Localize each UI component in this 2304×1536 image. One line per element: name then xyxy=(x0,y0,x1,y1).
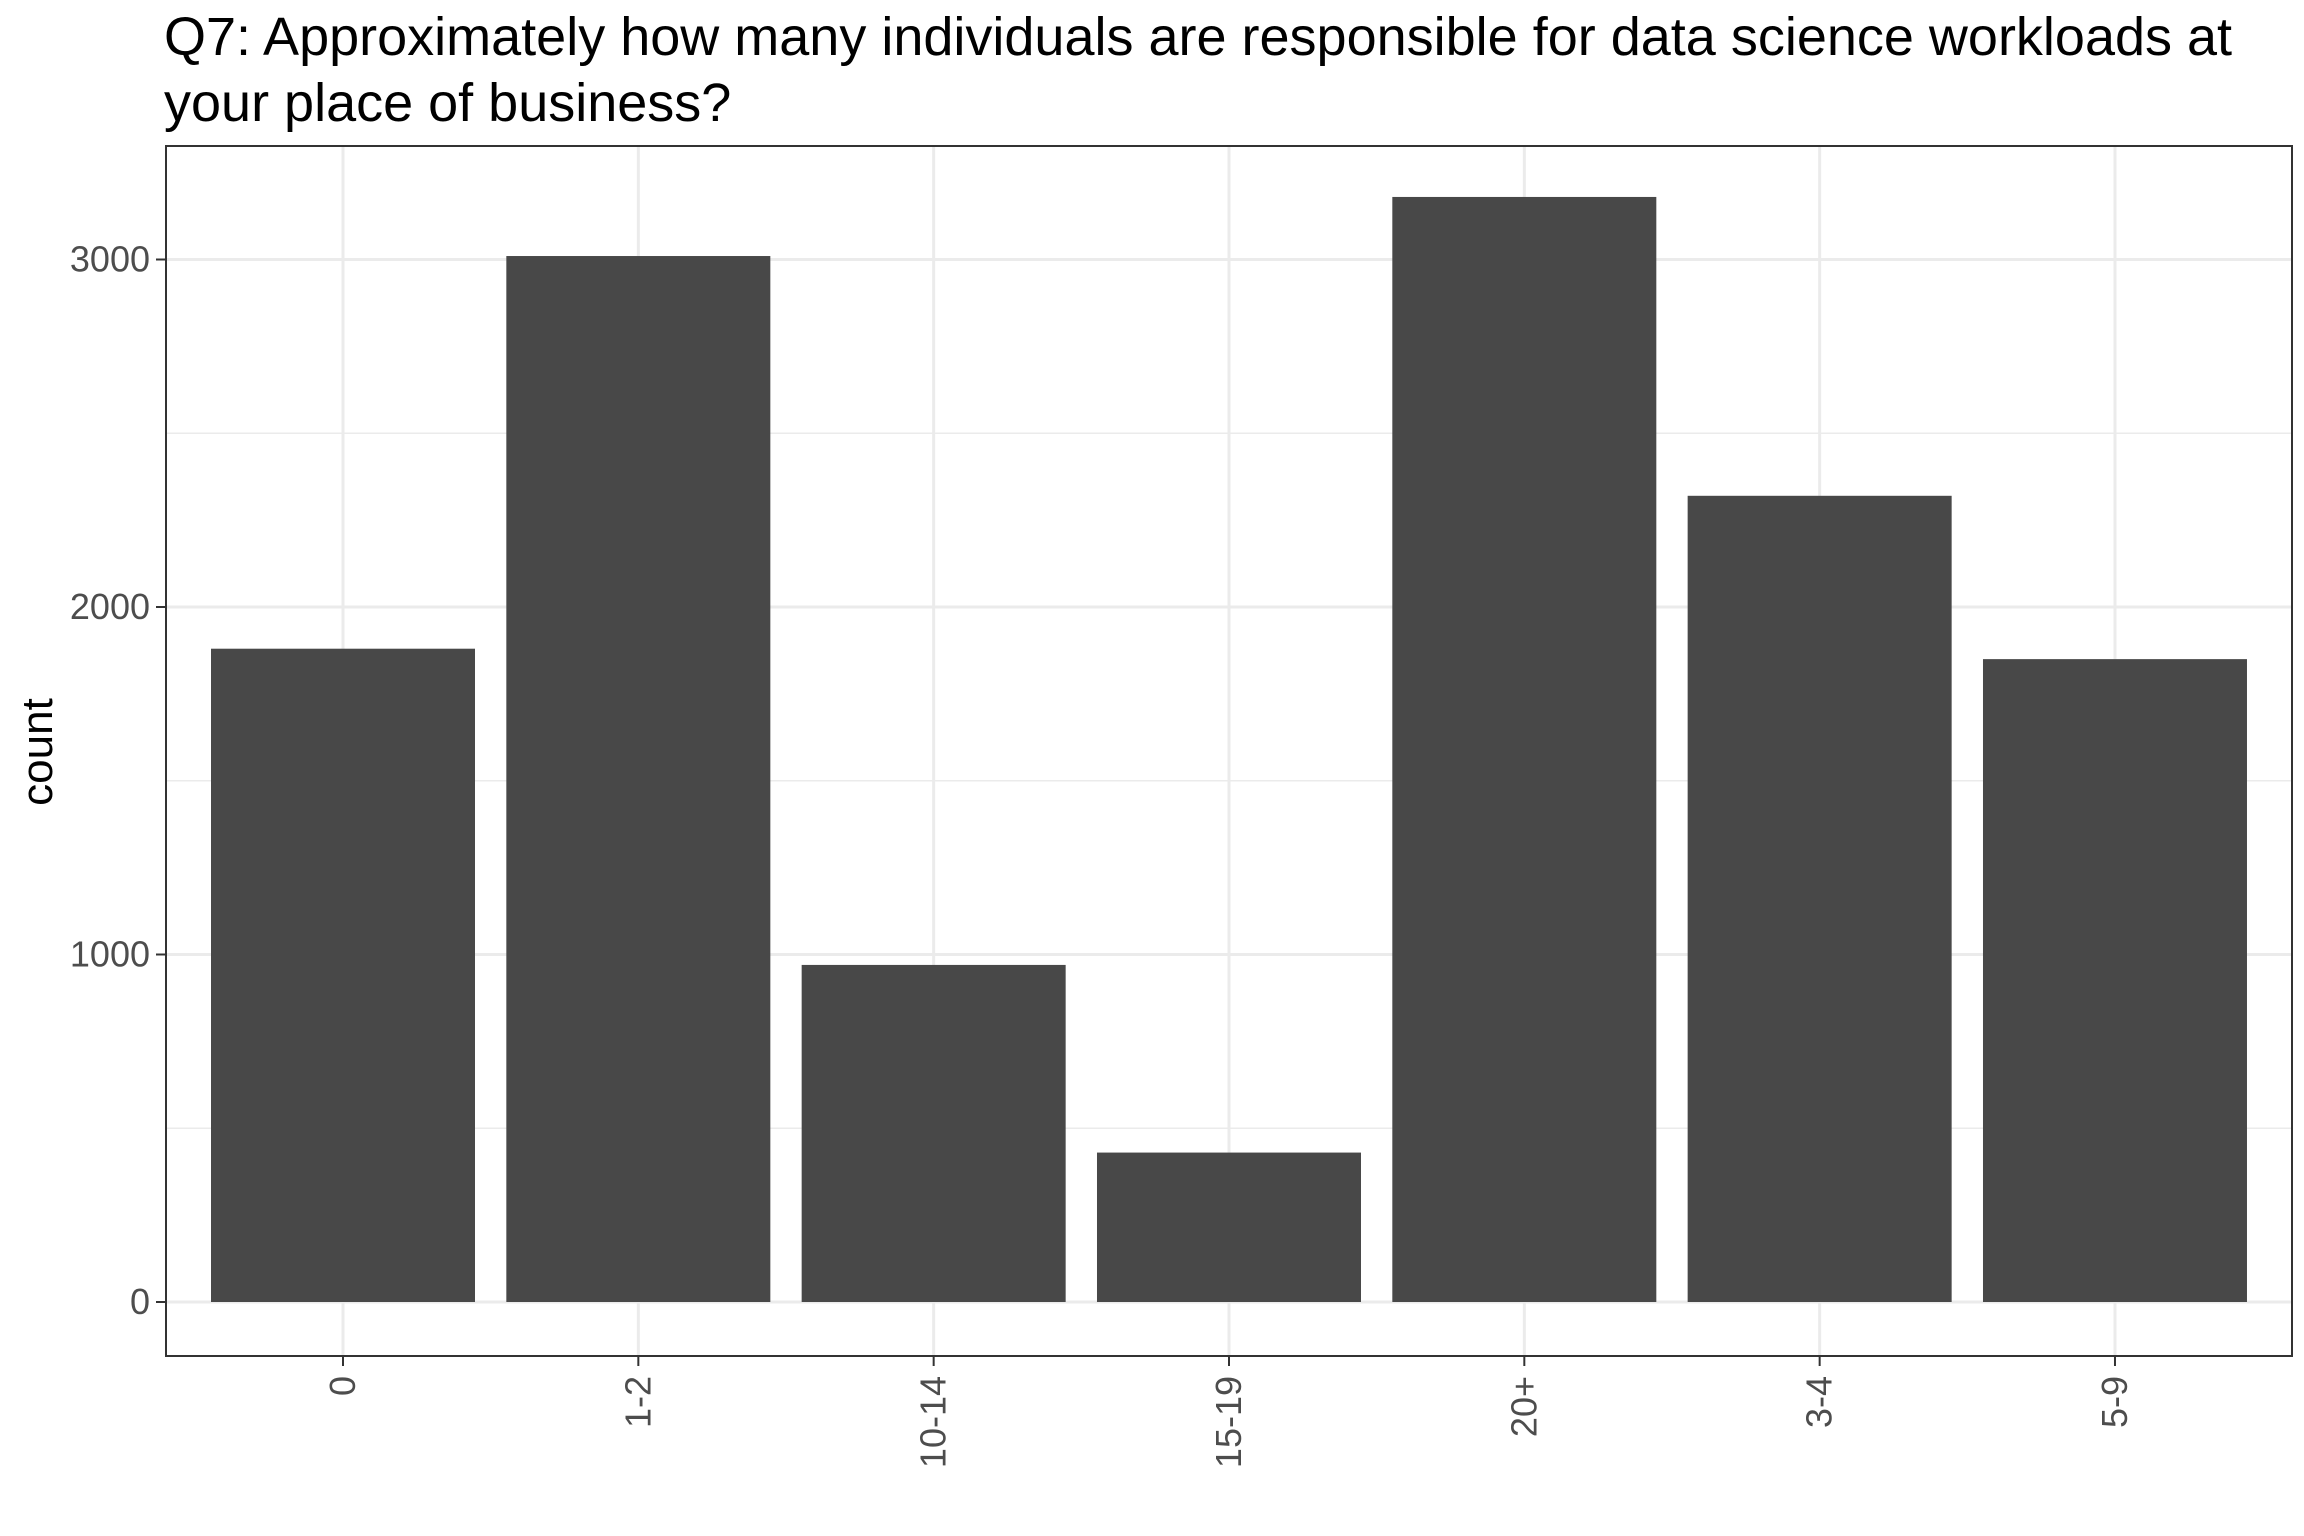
bar-15-19 xyxy=(1096,1152,1361,1302)
x-axis-ticks xyxy=(342,1356,2116,1366)
x-axis-tick-labels: 0 1-2 10-14 15-19 20+ 3-4 5-9 xyxy=(322,1376,2135,1468)
bar-20+ xyxy=(1392,196,1657,1303)
x-tick-label: 1-2 xyxy=(617,1376,658,1428)
bar-3-4 xyxy=(1687,495,1952,1302)
bars xyxy=(211,196,2247,1303)
bar-1-2 xyxy=(506,256,771,1302)
x-tick-label: 10-14 xyxy=(913,1376,954,1468)
x-tick-label: 5-9 xyxy=(2094,1376,2135,1428)
y-tick-label: 0 xyxy=(130,1281,150,1322)
y-axis-title: count xyxy=(13,698,62,806)
bar-0 xyxy=(211,648,475,1302)
bar-10-14 xyxy=(801,964,1066,1302)
x-tick-label: 0 xyxy=(322,1376,363,1396)
chart-title: Q7: Approximately how many individuals a… xyxy=(164,7,2233,133)
x-tick-label: 15-19 xyxy=(1208,1376,1249,1468)
bar-5-9 xyxy=(1982,659,2247,1302)
y-tick-label: 2000 xyxy=(70,586,150,627)
y-tick-label: 1000 xyxy=(70,934,150,975)
x-tick-label: 20+ xyxy=(1503,1376,1544,1437)
y-axis-tick-labels: 0 1000 2000 3000 xyxy=(70,239,150,1323)
x-tick-label: 3-4 xyxy=(1799,1376,1840,1428)
y-tick-label: 3000 xyxy=(70,239,150,280)
y-axis-ticks xyxy=(156,258,166,1303)
